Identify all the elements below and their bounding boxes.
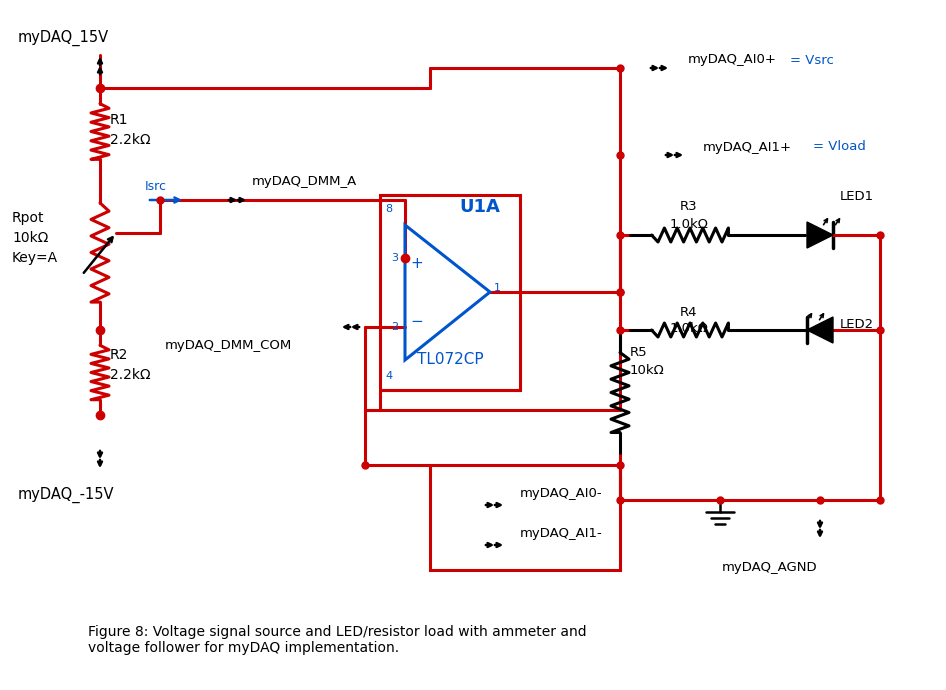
Polygon shape: [807, 222, 833, 248]
Polygon shape: [807, 317, 833, 343]
Bar: [380, 195, 520, 390]
Text: = Vsrc: = Vsrc: [790, 54, 833, 66]
Text: Isrc: Isrc: [145, 179, 167, 193]
Text: R5: R5: [630, 346, 648, 359]
Text: 10kΩ: 10kΩ: [630, 364, 665, 377]
Text: 2: 2: [391, 322, 398, 332]
Text: myDAQ_DMM_COM: myDAQ_DMM_COM: [165, 339, 292, 351]
Text: LED2: LED2: [840, 319, 874, 331]
Text: 1: 1: [494, 283, 501, 293]
Text: myDAQ_AI0-: myDAQ_AI0-: [520, 486, 603, 500]
Text: myDAQ_AI1+: myDAQ_AI1+: [703, 141, 792, 153]
Text: myDAQ_AGND: myDAQ_AGND: [722, 562, 817, 575]
Text: 10kΩ: 10kΩ: [12, 231, 48, 245]
Text: R2: R2: [110, 348, 129, 362]
Text: −: −: [411, 315, 424, 330]
Text: Key=A: Key=A: [12, 251, 58, 265]
Text: myDAQ_AI0+: myDAQ_AI0+: [688, 54, 777, 66]
Text: 4: 4: [385, 371, 393, 381]
Text: R1: R1: [110, 113, 129, 127]
Text: U1A: U1A: [460, 198, 500, 216]
Text: 3: 3: [391, 253, 398, 263]
Text: +: +: [411, 255, 424, 270]
Text: myDAQ_15V: myDAQ_15V: [18, 30, 109, 46]
Text: myDAQ_AI1-: myDAQ_AI1-: [520, 526, 603, 540]
Text: R4: R4: [680, 306, 697, 319]
Text: TL072CP: TL072CP: [416, 353, 483, 368]
Text: Rpot: Rpot: [12, 211, 44, 225]
Text: = Vload: = Vload: [813, 141, 866, 153]
Text: 2.2kΩ: 2.2kΩ: [110, 368, 150, 382]
Text: R3: R3: [680, 201, 697, 213]
Text: 1.0kΩ: 1.0kΩ: [670, 219, 709, 232]
Text: 1.0kΩ: 1.0kΩ: [670, 322, 709, 335]
Text: myDAQ_-15V: myDAQ_-15V: [18, 487, 114, 503]
Text: 8: 8: [385, 204, 393, 214]
Text: Figure 8: Voltage signal source and LED/resistor load with ammeter and
voltage f: Figure 8: Voltage signal source and LED/…: [88, 625, 587, 655]
Bar: [430, 465, 620, 570]
Text: myDAQ_DMM_A: myDAQ_DMM_A: [252, 175, 358, 188]
Text: 2.2kΩ: 2.2kΩ: [110, 133, 150, 147]
Text: LED1: LED1: [840, 190, 874, 204]
